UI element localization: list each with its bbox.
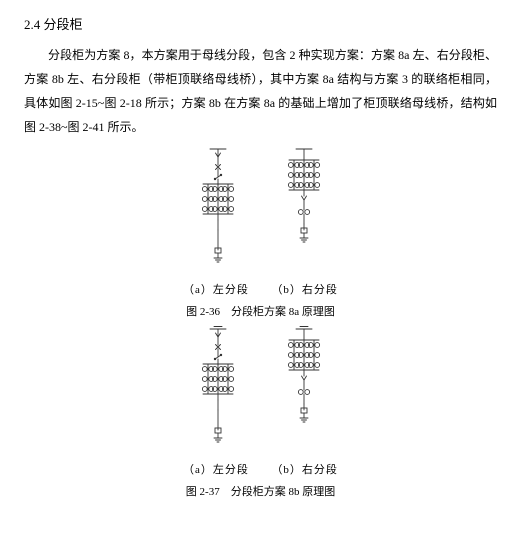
section-heading: 2.4 分段柜: [24, 14, 497, 33]
diagram-left-8a: [188, 145, 248, 277]
diagram-right-8b: [274, 325, 334, 457]
label-a: （a）左分段: [183, 464, 249, 476]
diagram-row: [24, 145, 497, 277]
diagram-right-8a: [274, 145, 334, 277]
diagram-row: [24, 325, 497, 457]
figure-caption: 图 2-37 分段柜方案 8b 原理图: [24, 483, 497, 499]
label-b: （b）右分段: [271, 464, 338, 476]
figure-2-36: （a）左分段 （b）右分段 图 2-36 分段柜方案 8a 原理图: [24, 145, 497, 319]
label-b: （b）右分段: [271, 284, 338, 296]
sub-labels: （a）左分段 （b）右分段: [24, 461, 497, 477]
label-a: （a）左分段: [183, 284, 249, 296]
body-paragraph: 分段柜为方案 8，本方案用于母线分段，包含 2 种实现方案：方案 8a 左、右分…: [24, 43, 497, 139]
diagram-left-8b: [188, 325, 248, 457]
figure-2-37: （a）左分段 （b）右分段 图 2-37 分段柜方案 8b 原理图: [24, 325, 497, 499]
sub-labels: （a）左分段 （b）右分段: [24, 281, 497, 297]
figure-caption: 图 2-36 分段柜方案 8a 原理图: [24, 303, 497, 319]
